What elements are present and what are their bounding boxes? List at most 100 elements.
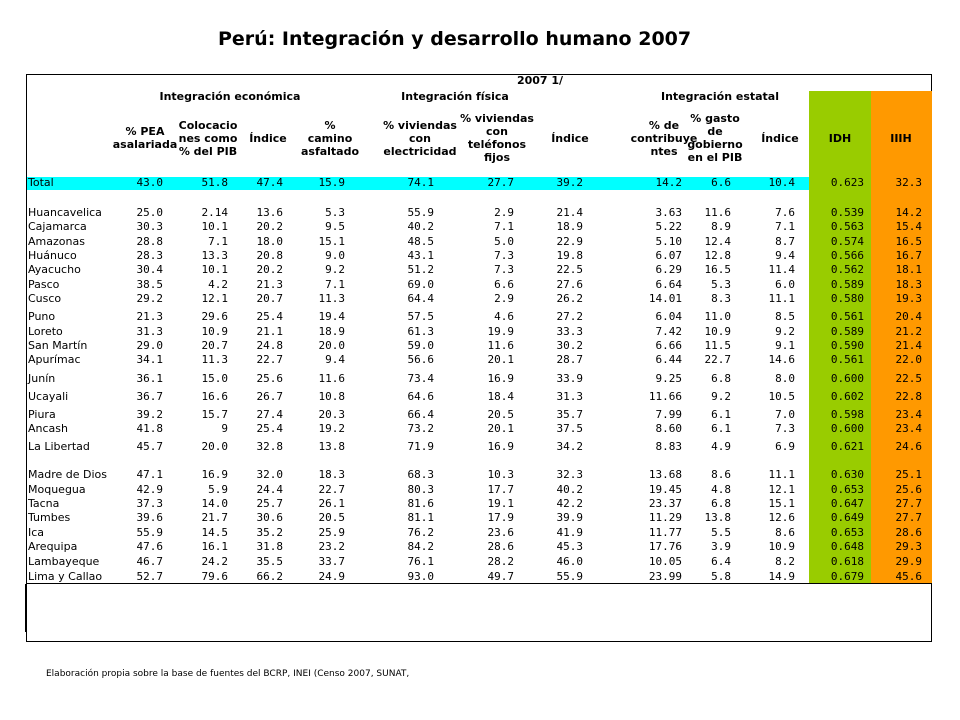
group-header-estatal: Integración estatal — [660, 90, 779, 103]
table-cell-pea: 29.0 — [136, 339, 164, 352]
table-cell-contribuyentes: 5.10 — [655, 235, 683, 248]
table-cell-iiih: 22.0 — [895, 353, 923, 366]
table-cell-iiih: 29.9 — [895, 555, 923, 568]
table-cell-telefonos: 18.4 — [487, 390, 515, 403]
column-header-gasto: gobierno — [687, 138, 743, 151]
column-header-electricidad: % viviendas — [383, 118, 457, 132]
table-cell-telefonos: 17.9 — [487, 511, 515, 524]
table-cell-contribuyentes: 11.77 — [648, 526, 682, 539]
table-cell-colocaciones: 20.0 — [201, 440, 229, 453]
table-cell-iiih: 23.4 — [895, 408, 923, 421]
table-cell-electricidad: 69.0 — [407, 278, 435, 291]
table-cell-iiih: 14.2 — [895, 206, 923, 219]
table-cell-colocaciones: 12.1 — [201, 292, 229, 305]
table-cell-electricidad: 81.6 — [407, 497, 435, 510]
table-cell-camino: 9.0 — [325, 249, 345, 262]
table-cell-camino: 15.1 — [318, 235, 346, 248]
table-cell-colocaciones: 21.7 — [201, 511, 229, 524]
table-cell-idh: 0.600 — [830, 372, 864, 385]
table-cell-electricidad: 73.4 — [407, 372, 435, 385]
table-cell-gasto: 12.8 — [704, 249, 732, 262]
table-cell-indice_fis: 32.3 — [556, 468, 584, 481]
table-cell-iiih: 15.4 — [895, 220, 923, 233]
table-cell-indice_fis: 27.2 — [556, 310, 584, 323]
table-cell-idh: 0.598 — [830, 408, 864, 421]
table-cell-electricidad: 61.3 — [407, 325, 435, 338]
table-cell-indice_est: 11.4 — [768, 263, 796, 276]
table-cell-gasto: 5.8 — [711, 570, 731, 583]
row-label: Pasco — [28, 278, 60, 291]
table-cell-idh: 0.561 — [830, 353, 864, 366]
table-cell-camino: 20.5 — [318, 511, 346, 524]
table-cell-gasto: 6.8 — [711, 372, 731, 385]
table-cell-electricidad: 71.9 — [407, 440, 435, 453]
table-cell-indice_eco: 30.6 — [256, 511, 284, 524]
table-cell-iiih: 24.6 — [895, 440, 923, 453]
table-cell-pea: 39.6 — [136, 511, 164, 524]
table-cell-idh: 0.618 — [830, 555, 864, 568]
table-cell-indice_est: 9.2 — [775, 325, 795, 338]
table-cell-contribuyentes: 14.2 — [655, 176, 683, 189]
table-cell-iiih: 16.7 — [895, 249, 923, 262]
table-cell-contribuyentes: 7.99 — [655, 408, 683, 421]
table-cell-pea: 30.4 — [136, 263, 164, 276]
footnote: Elaboración propia sobre la base de fuen… — [46, 669, 410, 679]
table-cell-iiih: 29.3 — [895, 540, 923, 553]
table-cell-contribuyentes: 6.29 — [655, 263, 683, 276]
table-cell-contribuyentes: 14.01 — [648, 292, 682, 305]
table-left-bar — [25, 584, 27, 632]
table-bottom-divider — [26, 583, 932, 584]
table-cell-pea: 39.2 — [136, 408, 164, 421]
table-cell-colocaciones: 10.9 — [201, 325, 229, 338]
column-header-camino: camino — [307, 131, 353, 145]
column-header-telefonos: fijos — [483, 151, 511, 164]
table-cell-colocaciones: 14.0 — [201, 497, 229, 510]
table-cell-telefonos: 23.6 — [487, 526, 515, 539]
table-cell-indice_est: 6.9 — [775, 440, 795, 453]
table-cell-electricidad: 57.5 — [407, 310, 435, 323]
table-cell-camino: 20.3 — [318, 408, 346, 421]
table-cell-gasto: 10.9 — [704, 325, 732, 338]
table-cell-indice_est: 11.1 — [768, 292, 796, 305]
table-cell-electricidad: 81.1 — [407, 511, 435, 524]
table-cell-indice_est: 8.6 — [775, 526, 795, 539]
table-cell-indice_fis: 30.2 — [556, 339, 584, 352]
table-cell-telefonos: 19.9 — [487, 325, 515, 338]
row-label: Apurímac — [28, 353, 81, 366]
table-cell-camino: 33.7 — [318, 555, 346, 568]
row-label: Moquegua — [28, 483, 86, 496]
table-cell-indice_eco: 25.6 — [256, 372, 284, 385]
table-cell-indice_est: 12.1 — [768, 483, 796, 496]
table-cell-telefonos: 19.1 — [487, 497, 515, 510]
table-cell-contribuyentes: 8.60 — [655, 422, 683, 435]
table-cell-gasto: 11.6 — [704, 206, 732, 219]
table-cell-camino: 25.9 — [318, 526, 346, 539]
table-cell-idh: 0.630 — [830, 468, 864, 481]
table-cell-indice_eco: 66.2 — [256, 570, 284, 583]
table-cell-colocaciones: 13.3 — [201, 249, 229, 262]
column-header-pea: % PEA — [125, 125, 165, 138]
table-cell-indice_est: 6.0 — [775, 278, 795, 291]
table-cell-indice_fis: 27.6 — [556, 278, 584, 291]
table-cell-iiih: 20.4 — [895, 310, 923, 323]
table-cell-idh: 0.653 — [830, 526, 864, 539]
table-cell-camino: 24.9 — [318, 570, 346, 583]
year-label: 2007 1/ — [516, 74, 564, 87]
table-cell-indice_eco: 25.4 — [256, 310, 284, 323]
table-cell-gasto: 5.5 — [711, 526, 731, 539]
table-cell-colocaciones: 24.2 — [201, 555, 229, 568]
table-cell-camino: 22.7 — [318, 483, 346, 496]
table-cell-electricidad: 43.1 — [407, 249, 435, 262]
table-cell-colocaciones: 10.1 — [201, 263, 229, 276]
table-cell-pea: 47.1 — [136, 468, 164, 481]
table-cell-pea: 30.3 — [136, 220, 164, 233]
table-cell-gasto: 6.1 — [711, 422, 731, 435]
table-cell-camino: 9.2 — [325, 263, 345, 276]
table-cell-gasto: 9.2 — [711, 390, 731, 403]
table-cell-idh: 0.539 — [830, 206, 864, 219]
table-cell-gasto: 5.3 — [711, 278, 731, 291]
column-header-gasto: en el PIB — [687, 151, 743, 164]
table-cell-telefonos: 27.7 — [487, 176, 515, 189]
table-cell-pea: 38.5 — [136, 278, 164, 291]
table-cell-indice_est: 9.4 — [775, 249, 795, 262]
